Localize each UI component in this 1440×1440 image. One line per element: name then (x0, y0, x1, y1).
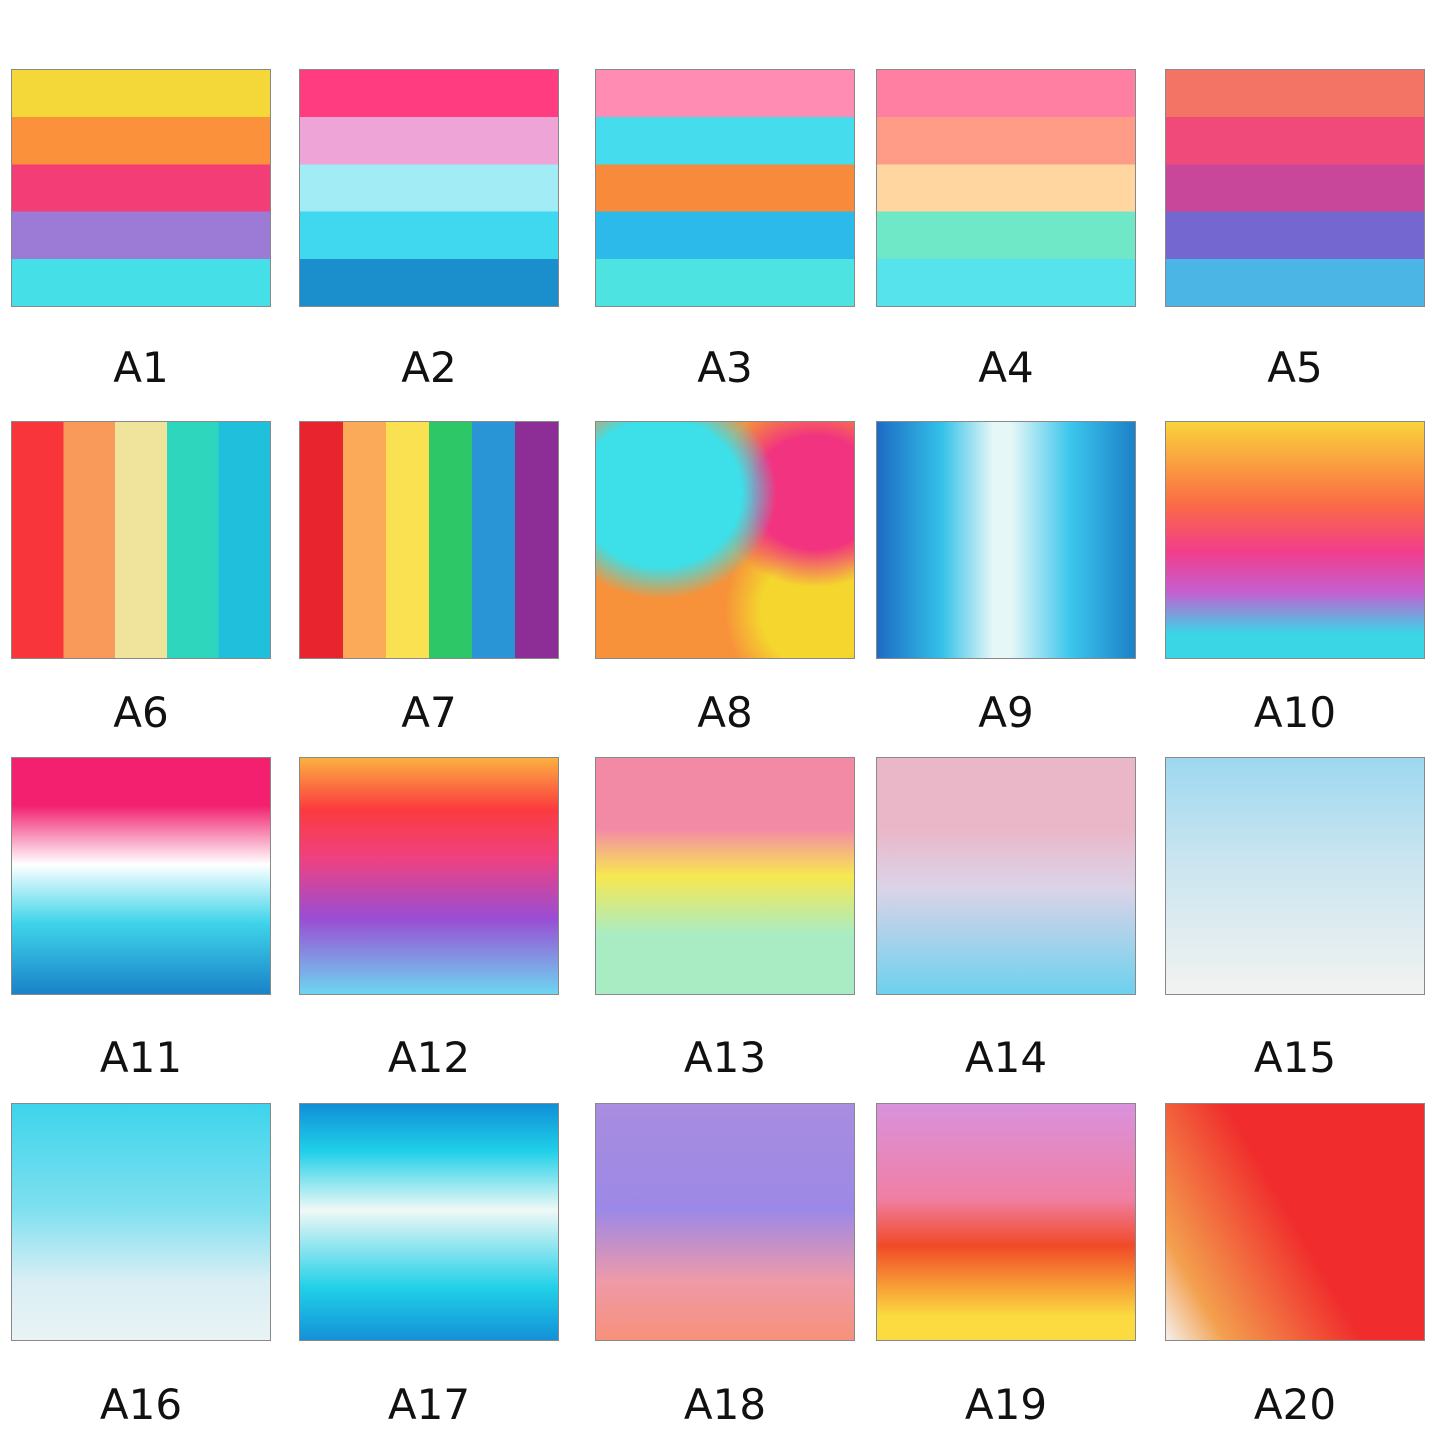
color-swatch[interactable] (877, 1104, 1135, 1340)
swatch-label: A19 (964, 1380, 1048, 1429)
swatch-label: A1 (113, 343, 169, 392)
color-swatch[interactable] (12, 1104, 270, 1340)
swatch-label: A10 (1253, 688, 1337, 737)
color-swatch[interactable] (300, 422, 558, 658)
swatch-label: A3 (697, 343, 753, 392)
swatch-label: A20 (1253, 1380, 1337, 1429)
swatch-label: A16 (99, 1380, 183, 1429)
swatch-label: A14 (964, 1033, 1048, 1082)
swatch-label: A8 (697, 688, 753, 737)
color-swatch[interactable] (596, 1104, 854, 1340)
swatch-label: A12 (387, 1033, 471, 1082)
color-swatch[interactable] (596, 70, 854, 306)
color-swatch[interactable] (877, 422, 1135, 658)
swatch-label: A9 (978, 688, 1034, 737)
swatch-label: A18 (683, 1380, 767, 1429)
swatch-label: A17 (387, 1380, 471, 1429)
swatch-label: A2 (401, 343, 457, 392)
color-swatch[interactable] (877, 758, 1135, 994)
swatch-label: A4 (978, 343, 1034, 392)
color-swatch[interactable] (1166, 70, 1424, 306)
color-swatch[interactable] (1166, 758, 1424, 994)
color-swatch[interactable] (300, 70, 558, 306)
color-swatch[interactable] (1166, 422, 1424, 658)
color-swatch[interactable] (877, 70, 1135, 306)
swatch-label: A6 (113, 688, 169, 737)
color-swatch[interactable] (300, 758, 558, 994)
swatch-label: A11 (99, 1033, 183, 1082)
color-swatch[interactable] (300, 1104, 558, 1340)
color-swatch[interactable] (12, 70, 270, 306)
color-swatch[interactable] (12, 758, 270, 994)
color-swatch[interactable] (596, 422, 854, 658)
swatch-label: A13 (683, 1033, 767, 1082)
color-swatch[interactable] (12, 422, 270, 658)
swatch-label: A15 (1253, 1033, 1337, 1082)
swatch-label: A5 (1267, 343, 1323, 392)
color-swatch[interactable] (596, 758, 854, 994)
swatch-label: A7 (401, 688, 457, 737)
color-swatch[interactable] (1166, 1104, 1424, 1340)
